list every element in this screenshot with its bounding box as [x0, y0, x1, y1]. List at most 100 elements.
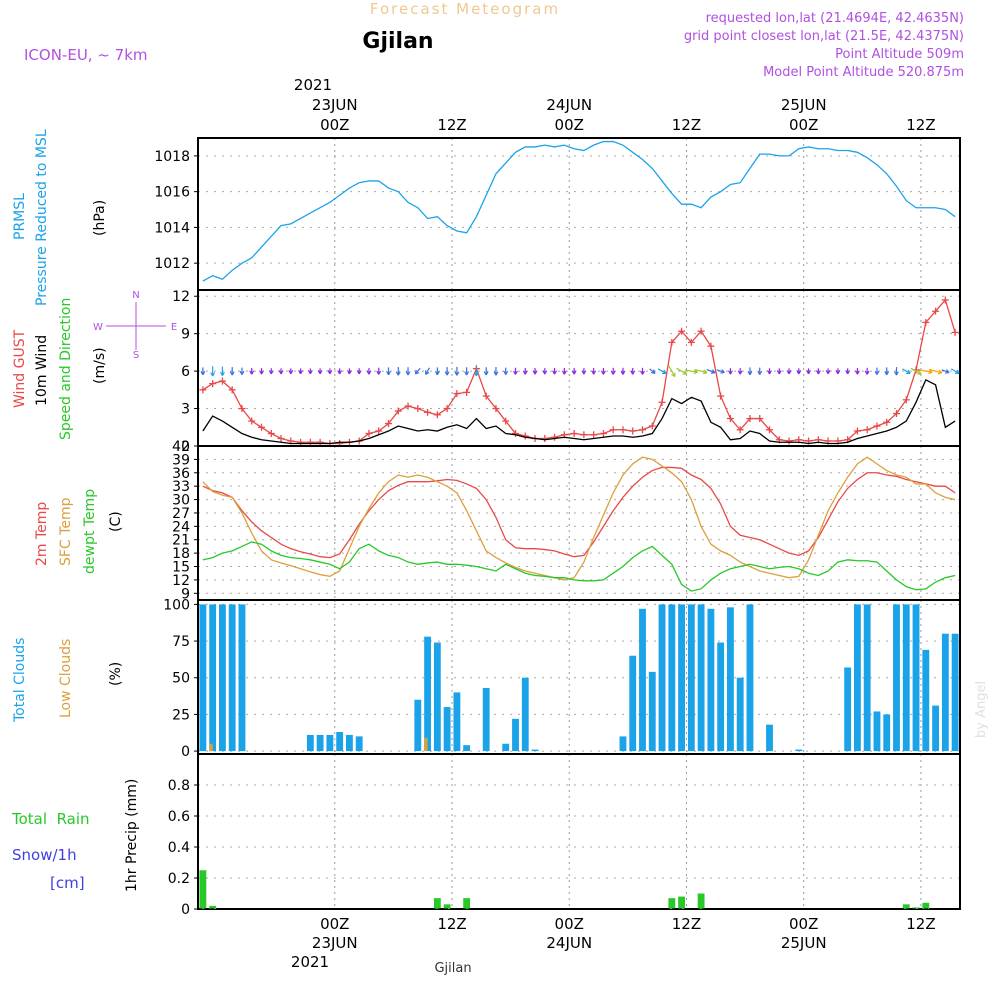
requested-coords: requested lon,lat (21.4694E, 42.4635N) [706, 11, 964, 26]
wind-arrow [346, 368, 352, 375]
gust-point [433, 411, 441, 419]
gust-point [482, 392, 490, 400]
gust-point [394, 407, 402, 415]
wind-arrow [610, 367, 616, 375]
wind-series-1 [202, 378, 956, 445]
compass-s: S [133, 350, 139, 361]
wind-arrow [716, 369, 725, 374]
clouds-bar [199, 604, 207, 752]
precip-bar [912, 907, 920, 909]
gust-point [736, 426, 744, 434]
wind-arrow [561, 367, 567, 375]
grid-coords: grid point closest lon,lat (21.5E, 42.43… [684, 29, 964, 44]
clouds-bar [736, 677, 744, 752]
footer-location: Gjilan [434, 961, 471, 976]
clouds-bar [648, 671, 656, 752]
clouds-bar [883, 714, 891, 752]
gust-point [306, 438, 314, 446]
wind-arrow [706, 369, 716, 374]
wind-arrow [776, 368, 782, 375]
gust-point [932, 307, 940, 315]
wind-arrow [288, 368, 294, 375]
wind-arrow [405, 367, 411, 376]
compass-e: E [171, 322, 177, 333]
clouds-unit: (%) [108, 662, 124, 686]
wind-ytick-label: 3 [181, 402, 190, 418]
bottom-tick-label: 00Z [555, 915, 584, 933]
gust-point [707, 342, 715, 350]
wind-arrow [444, 367, 450, 376]
gust-point [541, 435, 549, 443]
precip-bar [199, 870, 207, 909]
gust-point [199, 386, 207, 394]
gust-point [785, 437, 793, 445]
gust-point [502, 417, 510, 425]
wind-arrow [874, 367, 880, 375]
pressure-ytick-label: 1012 [154, 256, 190, 272]
bottom-tick-label: 12Z [437, 915, 466, 933]
clouds-bar [697, 604, 705, 752]
bottom-tick-label: 12Z [672, 915, 701, 933]
wind-arrow [229, 367, 235, 376]
clouds-bar [941, 633, 949, 752]
wind-arrow [581, 368, 587, 375]
clouds-ytick-label: 75 [172, 634, 190, 650]
gust-point [404, 402, 412, 410]
clouds-ytick-label: 50 [172, 671, 190, 687]
gust-point [267, 430, 275, 438]
wind-arrow [522, 367, 528, 375]
wind-arrow [767, 368, 772, 375]
clouds-bar [433, 642, 441, 752]
gust-point [414, 405, 422, 413]
precip-bar [678, 896, 685, 909]
wind-arrow [464, 367, 470, 376]
gust-point [726, 415, 734, 423]
clouds-bar [453, 692, 461, 752]
bottom-date-label: 23JUN [312, 934, 358, 952]
precip-ytick-label: 0.2 [168, 871, 190, 887]
gust-point [873, 422, 881, 430]
clouds-bar [795, 749, 803, 752]
wind-arrow [825, 368, 831, 375]
bottom-date-label: 24JUN [546, 934, 592, 952]
temp-ytick-label: 36 [172, 466, 190, 482]
clouds-bar [316, 734, 324, 752]
temp-series-1 [202, 456, 956, 581]
watermark: by Angel [974, 681, 989, 738]
gust-point [297, 438, 305, 446]
clouds-bar [854, 604, 861, 752]
clouds-bar [414, 699, 422, 752]
clouds-bar [326, 734, 334, 752]
wind-ytick-label: 0 [181, 439, 190, 455]
wind-arrow [640, 367, 645, 375]
wind-arrow [884, 367, 890, 376]
clouds-bar [238, 604, 246, 752]
wind-arrow [668, 365, 676, 378]
gust-point [599, 430, 607, 438]
clouds-bar [512, 718, 519, 752]
precip-ytick-label: 0.4 [168, 840, 190, 856]
wind-arrow [815, 368, 821, 375]
pressure-ytick-label: 1018 [154, 149, 190, 165]
clouds-bar [746, 604, 754, 752]
temp-series-2 [202, 541, 956, 592]
wind-arrow [473, 366, 479, 377]
wind-arrow [910, 367, 922, 375]
clouds-ytick-label: 25 [172, 707, 190, 723]
gust-point [863, 426, 871, 434]
snow-cm-label: [cm] [50, 874, 85, 892]
precip-bar [902, 904, 910, 909]
precip-bar [209, 905, 217, 909]
temp-ytick-label: 30 [172, 493, 190, 509]
temp-frame [197, 445, 961, 601]
wind-arrow [600, 367, 606, 375]
wind-arrow [835, 368, 841, 375]
gust-point [453, 390, 461, 398]
gust-point [902, 396, 910, 404]
precip-bar [697, 893, 705, 909]
gust-point [922, 318, 930, 326]
clouds-bar [629, 655, 637, 752]
clouds-bar [707, 608, 715, 752]
temp-ytick-label: 24 [172, 519, 190, 535]
